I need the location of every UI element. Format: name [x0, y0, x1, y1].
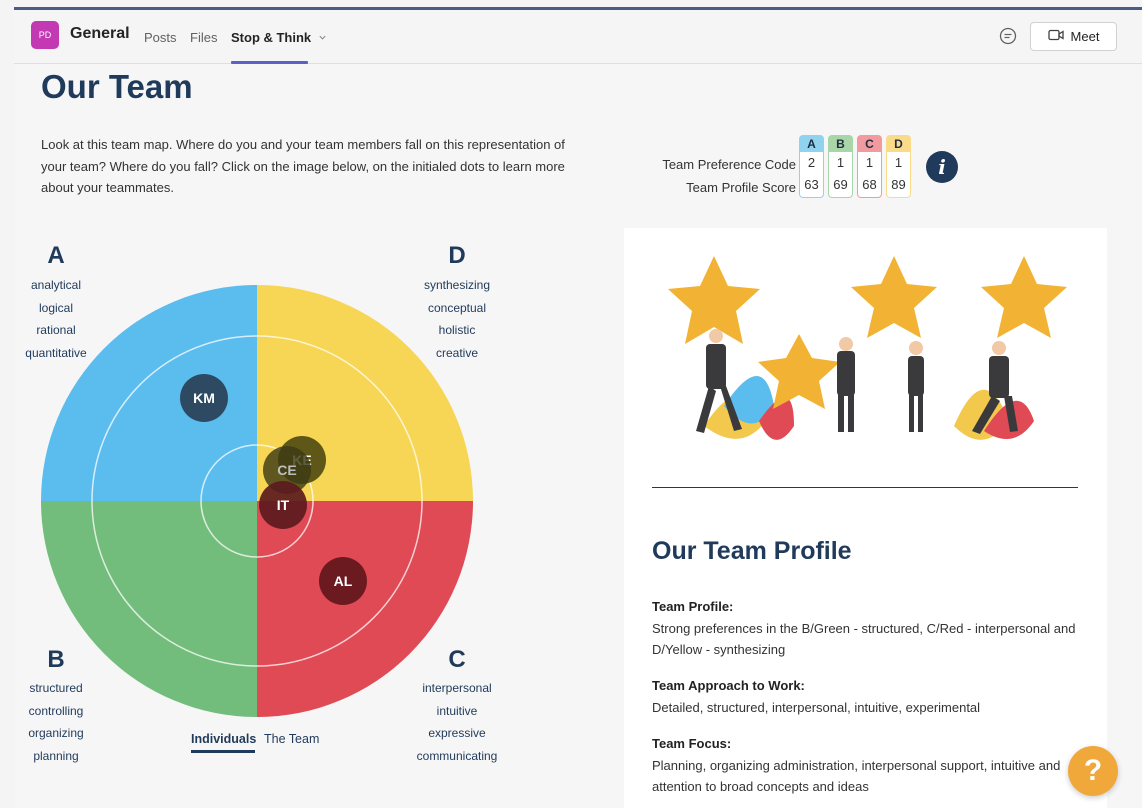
team-approach-text: Detailed, structured, interpersonal, int…	[652, 700, 981, 715]
channel-name: General	[70, 25, 130, 42]
tab-stop-and-think[interactable]: Stop & Think	[231, 30, 327, 45]
team-focus-title: Team Focus:	[652, 736, 732, 751]
quadrant-word: communicating	[416, 749, 498, 764]
code-value: 1	[894, 155, 903, 170]
chevron-down-icon	[318, 30, 327, 45]
team-profile-heading: Our Team Profile	[652, 537, 852, 565]
view-tab-the-team[interactable]: The Team	[264, 732, 320, 746]
view-tab-indicator	[191, 750, 255, 753]
view-tab-individuals[interactable]: Individuals	[191, 732, 257, 746]
code-value: 1	[836, 155, 845, 170]
code-letter: B	[828, 135, 853, 152]
team-focus-text: Planning, organizing administration, int…	[652, 758, 1061, 794]
quadrant-word: logical	[38, 300, 74, 315]
quadrant-word: rational	[36, 323, 76, 338]
code-column-a: A 2 63	[799, 135, 824, 198]
meet-label: Meet	[1070, 29, 1100, 44]
quadrant-word: creative	[435, 346, 479, 361]
member-dot-al[interactable]: AL	[319, 557, 367, 605]
quadrant-d-words: synthesizing conceptual holistic creativ…	[397, 274, 517, 365]
tab-posts[interactable]: Posts	[144, 30, 177, 45]
video-camera-icon	[1047, 29, 1064, 44]
team-profile-text: Strong preferences in the B/Green - stru…	[652, 621, 1076, 657]
quadrant-word: planning	[33, 749, 79, 764]
quadrant-d-letter: D	[448, 242, 466, 269]
window-top-line	[14, 7, 1142, 10]
score-value: 68	[862, 177, 877, 192]
quadrant-word: synthesizing	[423, 278, 491, 292]
active-tab-indicator	[231, 61, 308, 64]
quadrant-word: conceptual	[427, 300, 487, 315]
member-dot-it[interactable]: IT	[259, 481, 307, 529]
meet-button[interactable]: Meet	[1030, 22, 1117, 51]
quadrant-c-letter: C	[448, 646, 466, 673]
member-dot-ce[interactable]: CE	[263, 446, 311, 494]
team-stars-illustration	[668, 256, 1067, 440]
code-letter: A	[799, 135, 824, 152]
divider	[652, 487, 1078, 488]
quadrant-word: analytical	[30, 278, 82, 292]
code-values: 1 69	[828, 152, 853, 198]
quadrant-a-area[interactable]	[41, 285, 257, 501]
team-approach-title: Team Approach to Work:	[652, 678, 805, 693]
code-letter: D	[886, 135, 911, 152]
quadrant-b-words: structured controlling organizing planni…	[14, 677, 116, 768]
quadrant-c-area[interactable]	[257, 501, 473, 717]
quadrant-word: quantitative	[25, 346, 87, 361]
chat-icon[interactable]	[998, 26, 1018, 46]
member-initials: AL	[334, 573, 353, 589]
code-letter: C	[857, 135, 882, 152]
quadrant-word: intuitive	[436, 703, 478, 718]
member-initials: KM	[193, 390, 215, 406]
code-value: 1	[865, 155, 874, 170]
team-map[interactable]: KM KE CE IT AL	[41, 285, 473, 717]
info-icon[interactable]: i	[926, 151, 958, 183]
intro-text: Look at this team map. Where do you and …	[41, 137, 565, 195]
help-button[interactable]: ?	[1068, 746, 1118, 796]
tab-content: Our Team Look at this team map. Where do…	[14, 64, 1142, 808]
quadrant-word: controlling	[28, 703, 84, 718]
score-value: 69	[833, 177, 848, 192]
quadrant-word: organizing	[28, 726, 84, 741]
code-column-d: D 1 89	[886, 135, 911, 198]
code-values: 2 63	[799, 152, 824, 198]
tab-files[interactable]: Files	[190, 30, 218, 45]
code-column-b: B 1 69	[828, 135, 853, 198]
score-value: 89	[891, 177, 906, 192]
quadrant-a-letter: A	[47, 242, 65, 269]
code-column-c: C 1 68	[857, 135, 882, 198]
quadrant-b-letter: B	[47, 646, 65, 673]
team-profile-score-label: Team Profile Score	[686, 180, 796, 195]
quadrant-c-words: interpersonal intuitive expressive commu…	[397, 677, 517, 768]
team-profile-title: Team Profile:	[652, 599, 734, 614]
quadrant-word: structured	[29, 681, 83, 695]
inner-ring	[200, 444, 314, 558]
quadrant-word: expressive	[428, 726, 486, 741]
member-dot-km[interactable]: KM	[180, 374, 228, 422]
quadrant-a-words: analytical logical rational quantitative	[14, 274, 116, 365]
code-values: 1 89	[886, 152, 911, 198]
channel-avatar[interactable]: PD	[31, 21, 59, 49]
member-initials: CE	[277, 462, 296, 478]
team-profile-panel: Our Team Profile Team Profile: Strong pr…	[624, 228, 1107, 808]
team-preference-code-label: Team Preference Code	[662, 157, 796, 172]
code-value: 2	[807, 155, 816, 170]
code-values: 1 68	[857, 152, 882, 198]
tab-stop-and-think-label: Stop & Think	[231, 30, 312, 45]
outer-ring	[91, 335, 423, 667]
quadrant-word: holistic	[438, 323, 476, 338]
score-value: 63	[804, 177, 819, 192]
member-initials: IT	[277, 497, 290, 513]
channel-header: PD General Posts Files Stop & Think Meet	[14, 10, 1142, 64]
quadrant-word: interpersonal	[422, 681, 492, 695]
page-title: Our Team	[41, 68, 193, 105]
quadrant-b-area[interactable]	[41, 501, 257, 717]
